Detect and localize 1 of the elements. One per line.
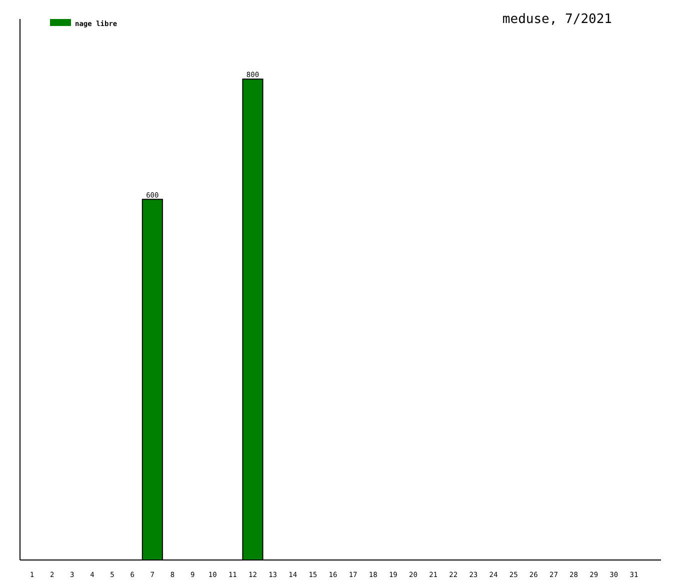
- chart-title: meduse, 7/2021: [502, 12, 612, 27]
